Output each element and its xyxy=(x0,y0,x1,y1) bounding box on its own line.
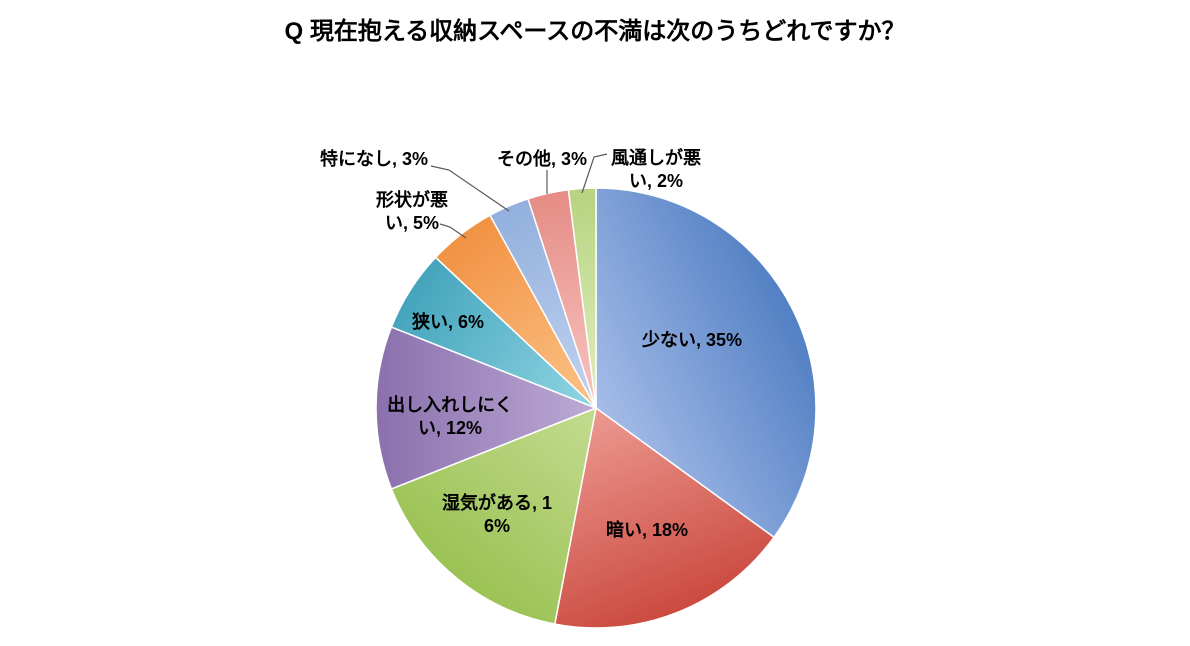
slice-label-3: 出し入れしにくい, 12% xyxy=(387,395,513,438)
chart-title: Q 現在抱える収納スペースの不満は次のうちどれですか？ xyxy=(284,18,906,45)
slice-label-5: 形状が悪い, 5% xyxy=(376,190,448,233)
slice-label-1: 暗い, 18% xyxy=(605,520,689,540)
slice-label-8: 風通しが悪い, 2% xyxy=(611,148,701,191)
slice-label-0: 少ない, 35% xyxy=(641,330,743,350)
pie-slice-2 xyxy=(390,407,597,625)
pie-slice-0 xyxy=(595,187,817,539)
leader-line-3 xyxy=(439,223,467,239)
pie-slice-1 xyxy=(554,407,775,629)
pie-slice-8 xyxy=(567,187,597,409)
leader-line-2 xyxy=(581,153,608,194)
leader-line-0 xyxy=(430,165,510,212)
pie-slice-3 xyxy=(375,326,597,490)
slice-label-7: その他, 3% xyxy=(496,149,588,169)
slice-label-4: 狭い, 6% xyxy=(411,312,485,332)
slice-label-2: 湿気がある, 16% xyxy=(441,493,552,536)
slice-label-6: 特になし, 3% xyxy=(319,149,429,169)
